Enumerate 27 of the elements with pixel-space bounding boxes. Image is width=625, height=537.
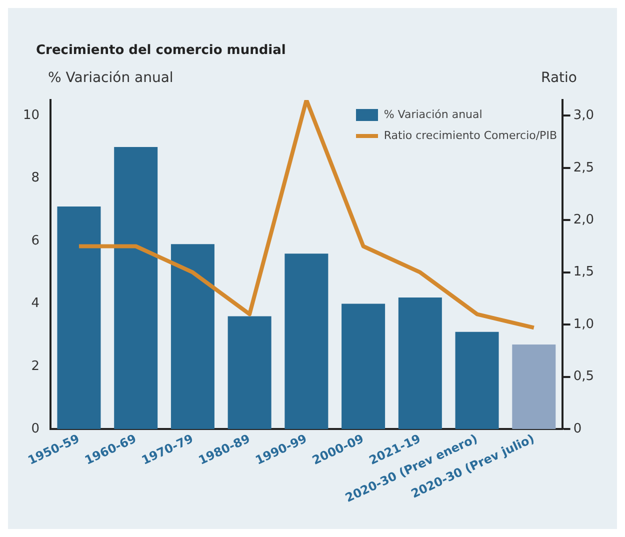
- legend-label: Ratio crecimiento Comercio/PIB: [384, 129, 557, 142]
- y2-tick-label: 2,5: [573, 160, 594, 176]
- legend-label: % Variación anual: [384, 108, 482, 121]
- y2-tick-label: 2,0: [573, 212, 594, 228]
- y-tick-label: 4: [31, 296, 40, 312]
- y2-tick-label: 0: [573, 421, 582, 436]
- y-tick-label: 10: [22, 108, 40, 124]
- bar: [512, 344, 556, 430]
- y2-tick-label: 1,5: [573, 264, 594, 280]
- bar: [114, 147, 158, 430]
- y-axis-title: % Variación anual: [48, 70, 174, 86]
- y2-axis-title: Ratio: [541, 70, 577, 86]
- y-tick-label: 0: [31, 421, 40, 436]
- chart-title: Crecimiento del comercio mundial: [36, 43, 286, 58]
- y2-tick-label: 0,5: [573, 369, 594, 384]
- bar: [228, 316, 272, 430]
- y-tick-label: 6: [31, 233, 40, 248]
- bar: [57, 206, 101, 430]
- bar: [398, 297, 442, 430]
- bar: [170, 244, 214, 430]
- bar: [455, 332, 499, 430]
- bar: [284, 254, 328, 430]
- y2-tick-label: 1,0: [573, 316, 594, 332]
- y-tick-label: 2: [31, 358, 40, 374]
- bar: [342, 304, 386, 430]
- y-tick-label: 8: [31, 170, 40, 186]
- y2-tick-label: 3,0: [573, 108, 594, 124]
